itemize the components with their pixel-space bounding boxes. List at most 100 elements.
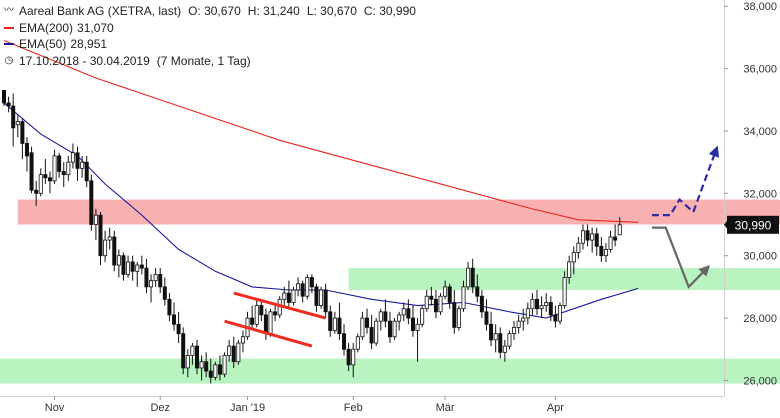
candle-body: [250, 317, 255, 325]
candle-body: [360, 317, 365, 338]
ohlc-high: H: 31,240: [247, 4, 300, 18]
candle-body: [135, 264, 140, 272]
ema50-name: EMA(50): [19, 37, 67, 51]
candle-body: [585, 230, 590, 241]
candle-body: [590, 233, 595, 241]
candle-body: [525, 308, 530, 319]
candle-body: [172, 314, 177, 325]
candle-body: [66, 161, 71, 176]
candle-body: [185, 355, 190, 369]
candle-body: [548, 302, 553, 316]
candle-body: [24, 143, 29, 157]
candles: [2, 90, 622, 384]
candle-body: [20, 121, 25, 144]
candle-body: [273, 311, 278, 316]
legend-ema200[interactable]: EMA(200) 31,070: [4, 20, 416, 37]
candle-body: [539, 305, 544, 310]
candle-body: [438, 295, 443, 313]
candle-body: [387, 320, 392, 338]
candle-body: [571, 252, 576, 263]
candle-body: [286, 292, 291, 303]
ema200-swatch: [4, 26, 14, 29]
candle-body: [305, 277, 310, 297]
candle-body: [470, 267, 475, 288]
candle-body: [38, 174, 43, 194]
candle-body: [355, 336, 360, 350]
candle-body: [351, 348, 356, 366]
candle-body: [557, 305, 562, 322]
candle-body: [594, 233, 599, 247]
candle-body: [2, 90, 7, 104]
y-tick-label: 28,000: [743, 313, 777, 325]
candle-body: [121, 255, 126, 275]
candle-body: [544, 302, 549, 306]
candle-body: [484, 311, 489, 325]
candle-body: [126, 261, 131, 275]
candle-body: [208, 370, 213, 378]
candle-body: [346, 348, 351, 366]
candle-body: [502, 345, 507, 353]
candle-body: [613, 236, 618, 241]
x-tick-label: Mär: [436, 402, 455, 414]
candle-body: [107, 236, 112, 241]
candle-body: [153, 273, 158, 282]
candle-body: [475, 286, 480, 297]
flag-line: [233, 291, 327, 320]
candle-body: [236, 342, 241, 363]
candle-body: [461, 286, 466, 310]
last-price-label: 30,990: [735, 218, 772, 232]
x-tick-label: Dez: [150, 402, 170, 414]
candle-body: [254, 305, 259, 325]
candle-body: [98, 214, 103, 257]
candle-body: [392, 320, 397, 338]
candle-body: [57, 155, 62, 172]
candle-body: [608, 236, 613, 250]
candle-body: [204, 361, 209, 372]
ema200-value: 31,070: [77, 20, 114, 35]
candle-body: [576, 242, 581, 253]
y-tick-label: 26,000: [743, 375, 777, 387]
candle-body: [144, 267, 149, 288]
candle-body: [452, 302, 457, 328]
candle-body: [199, 361, 204, 369]
candle-body: [507, 333, 512, 347]
candle-body: [369, 327, 374, 344]
y-tick-label: 34,000: [743, 126, 777, 138]
candle-body: [263, 314, 268, 335]
candle-body: [268, 311, 273, 335]
candle-body: [323, 289, 328, 313]
candle-body: [365, 317, 370, 328]
candle-body: [314, 286, 319, 306]
candle-body: [342, 333, 347, 350]
candle-body: [479, 295, 484, 313]
chart-type-icon[interactable]: 〰: [4, 5, 14, 16]
candle-body: [52, 155, 57, 182]
x-tick-label: Apr: [547, 402, 564, 414]
period-range: 17.10.2018 - 30.04.2019: [19, 53, 150, 68]
y-tick-label: 38,000: [743, 1, 777, 13]
candle-body: [61, 171, 66, 176]
candle-body: [332, 317, 337, 331]
candle-body: [213, 364, 218, 378]
candle-body: [190, 345, 195, 356]
x-tick-label: Feb: [344, 402, 363, 414]
candle-body: [116, 255, 121, 266]
support-zone-lower: [0, 358, 780, 384]
legend-title-row: 〰 Aareal Bank AG (XETRA, last) O: 30,670…: [4, 3, 416, 20]
candle-body: [521, 317, 526, 322]
candle-body: [300, 283, 305, 297]
candle-body: [424, 295, 429, 310]
candle-body: [415, 323, 420, 331]
candle-body: [443, 286, 448, 297]
x-tick-label: Jan '19: [230, 402, 265, 414]
last-price-pointer: [724, 219, 728, 230]
bearish-scenario-arrow: [651, 226, 711, 289]
candle-body: [410, 317, 415, 331]
candle-body: [617, 224, 622, 236]
candle-body: [181, 333, 186, 369]
candle-body: [456, 308, 461, 328]
candle-body: [43, 174, 48, 179]
candle-body: [93, 214, 98, 225]
legend-ema50[interactable]: EMA(50) 28,951: [4, 36, 416, 53]
